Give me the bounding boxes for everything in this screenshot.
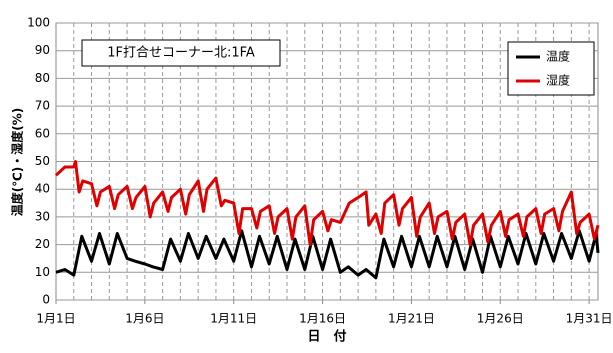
- y-tick-label: 70: [35, 99, 50, 113]
- title-box: [81, 39, 281, 67]
- y-tick-label: 30: [35, 209, 50, 223]
- y-tick-label: 100: [27, 16, 50, 30]
- y-tick-label: 40: [35, 182, 50, 196]
- x-tick-label: 1月31日: [566, 312, 613, 326]
- x-tick-label: 1月16日: [299, 312, 346, 326]
- y-tick-label: 50: [35, 154, 50, 168]
- lines: [54, 160, 600, 280]
- y-tick-label: 20: [35, 237, 50, 251]
- y-tick-label: 60: [35, 126, 50, 140]
- x-axis-label: 日 付: [307, 329, 346, 345]
- legend-label: 温度: [546, 49, 570, 64]
- y-tick-label: 90: [35, 43, 50, 57]
- series-line: [54, 160, 600, 247]
- x-tick-label: 1月1日: [36, 312, 75, 326]
- y-tick-label: 80: [35, 71, 50, 85]
- y-tick-label: 0: [42, 293, 50, 307]
- chart-title: 1F打合せコーナー北:1FA: [107, 46, 255, 61]
- x-tick-label: 1月26日: [477, 312, 524, 326]
- y-tick-label: 10: [35, 265, 50, 279]
- y-axis-label: 温度(℃)・湿度(%): [10, 108, 25, 217]
- x-tick-label: 1月6日: [125, 312, 164, 326]
- series-line: [55, 229, 600, 280]
- x-tick-label: 1月21日: [388, 312, 435, 326]
- legend-box: [507, 41, 595, 96]
- x-tick-label: 1月11日: [210, 312, 257, 326]
- legend-label: 湿度: [546, 73, 570, 88]
